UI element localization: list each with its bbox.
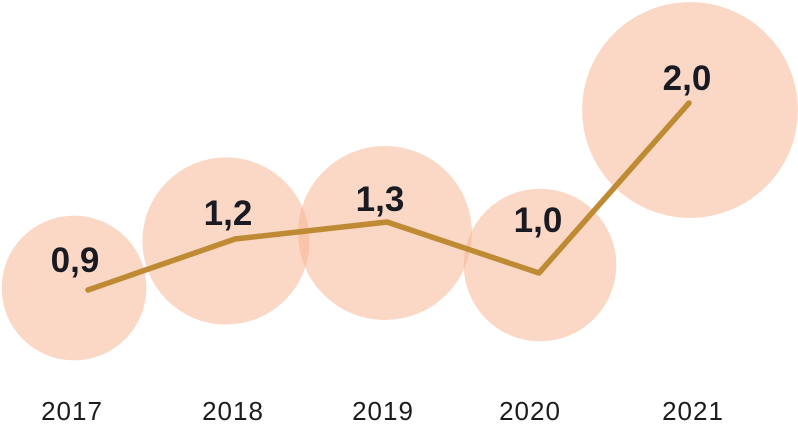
x-axis-label-2019: 2019	[352, 396, 414, 425]
x-axis-label-2018: 2018	[202, 396, 264, 425]
bubble-2019	[298, 146, 472, 320]
x-axis-label-2017: 2017	[41, 396, 103, 425]
x-axis-label-2021: 2021	[662, 396, 724, 425]
trend-line	[85, 100, 692, 293]
value-label-2018: 1,2	[204, 194, 253, 233]
value-label-2019: 1,3	[356, 180, 405, 219]
x-axis-label-2020: 2020	[499, 396, 561, 425]
value-label-2017: 0,9	[51, 241, 100, 280]
value-label-2021: 2,0	[663, 59, 712, 98]
value-label-2020: 1,0	[514, 201, 563, 240]
bubble-2017	[1, 215, 147, 361]
